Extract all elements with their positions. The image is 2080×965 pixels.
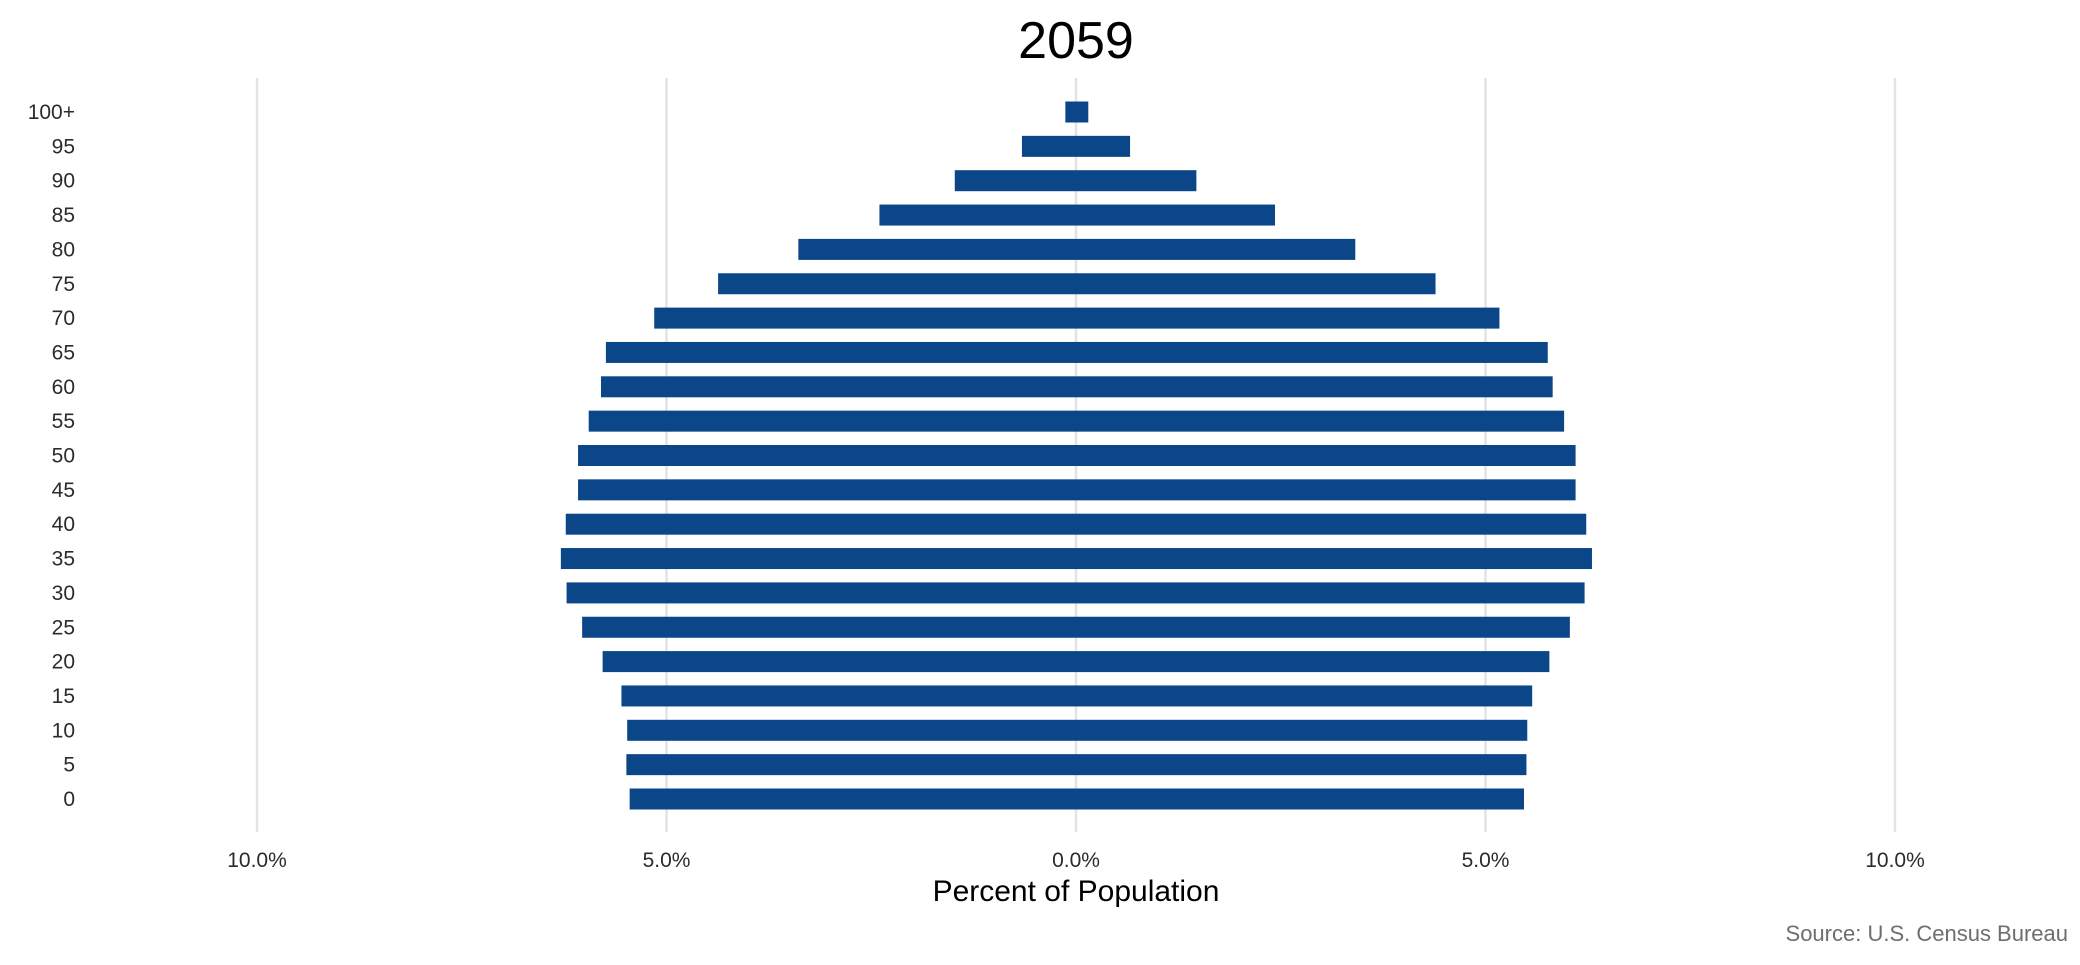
bar-left-85	[879, 204, 1076, 226]
bar-right-100+	[1076, 101, 1089, 123]
x-tick-label: 5.0%	[1462, 849, 1510, 872]
bar-left-60	[600, 376, 1076, 398]
y-tick-label: 15	[52, 685, 75, 708]
bar-left-90	[954, 170, 1076, 192]
y-tick-label: 85	[52, 204, 75, 227]
bar-right-40	[1076, 513, 1587, 535]
bar-left-25	[582, 616, 1076, 638]
bar-left-35	[560, 548, 1076, 570]
bar-left-75	[718, 273, 1076, 295]
x-axis-ticks: 10.0% 5.0% 0.0% 5.0% 10.0%	[227, 849, 1925, 872]
bar-right-10	[1076, 719, 1528, 741]
bar-right-70	[1076, 307, 1500, 329]
bar-right-75	[1076, 273, 1436, 295]
bar-left-40	[565, 513, 1076, 535]
bar-left-20	[602, 651, 1076, 673]
y-tick-label: 60	[52, 376, 75, 399]
bars	[560, 101, 1592, 810]
x-tick-label: 5.0%	[643, 849, 691, 872]
y-tick-label: 70	[52, 307, 75, 330]
bar-left-55	[588, 410, 1076, 432]
y-tick-label: 10	[52, 719, 75, 742]
x-axis-label: Percent of Population	[933, 875, 1220, 908]
x-tick-label: 0.0%	[1052, 849, 1100, 872]
y-tick-label: 30	[52, 582, 75, 605]
bar-right-15	[1076, 685, 1533, 707]
bar-right-0	[1076, 788, 1524, 810]
bar-right-25	[1076, 616, 1570, 638]
bar-left-50	[578, 445, 1076, 466]
y-tick-label: 95	[52, 135, 75, 158]
y-axis-ticks: 0 5 10 15 20 25 30 35 40 45 50 55 60 65 70 75 80 85 90 95 10…	[28, 101, 75, 811]
y-tick-label: 25	[52, 616, 75, 639]
y-tick-label: 45	[52, 479, 75, 502]
bar-right-30	[1076, 582, 1585, 604]
bar-right-80	[1076, 238, 1356, 260]
y-tick-label: 5	[63, 754, 75, 777]
y-tick-label: 100+	[28, 101, 75, 124]
y-tick-label: 40	[52, 513, 75, 536]
y-tick-label: 75	[52, 273, 75, 296]
bar-right-50	[1076, 445, 1576, 466]
y-tick-label: 20	[52, 651, 75, 674]
bar-right-55	[1076, 410, 1565, 432]
bar-right-65	[1076, 341, 1548, 363]
chart-title: 2059	[1018, 12, 1134, 70]
bar-left-65	[605, 341, 1076, 363]
bar-right-90	[1076, 170, 1197, 192]
bar-right-20	[1076, 651, 1550, 673]
bar-left-80	[798, 238, 1076, 260]
bar-left-95	[1021, 135, 1076, 157]
y-tick-label: 80	[52, 238, 75, 261]
y-tick-label: 65	[52, 341, 75, 364]
bar-right-5	[1076, 754, 1527, 776]
bar-right-60	[1076, 376, 1553, 398]
bar-left-45	[578, 479, 1076, 501]
bar-left-70	[654, 307, 1076, 329]
x-tick-label: 10.0%	[1865, 849, 1925, 872]
bar-right-85	[1076, 204, 1276, 226]
bar-left-10	[627, 719, 1076, 741]
bar-left-15	[621, 685, 1076, 707]
bar-right-45	[1076, 479, 1576, 501]
y-tick-label: 90	[52, 170, 75, 193]
y-tick-label: 55	[52, 410, 75, 433]
bar-right-35	[1076, 548, 1592, 570]
bar-left-100+	[1065, 101, 1076, 123]
y-tick-label: 35	[52, 548, 75, 571]
bar-left-5	[626, 754, 1076, 776]
bar-left-30	[566, 582, 1076, 604]
x-tick-label: 10.0%	[227, 849, 287, 872]
source-caption: Source: U.S. Census Bureau	[1786, 921, 2068, 946]
y-tick-label: 0	[63, 788, 75, 811]
bar-right-95	[1076, 135, 1131, 157]
y-tick-label: 50	[52, 445, 75, 468]
bar-left-0	[629, 788, 1076, 810]
